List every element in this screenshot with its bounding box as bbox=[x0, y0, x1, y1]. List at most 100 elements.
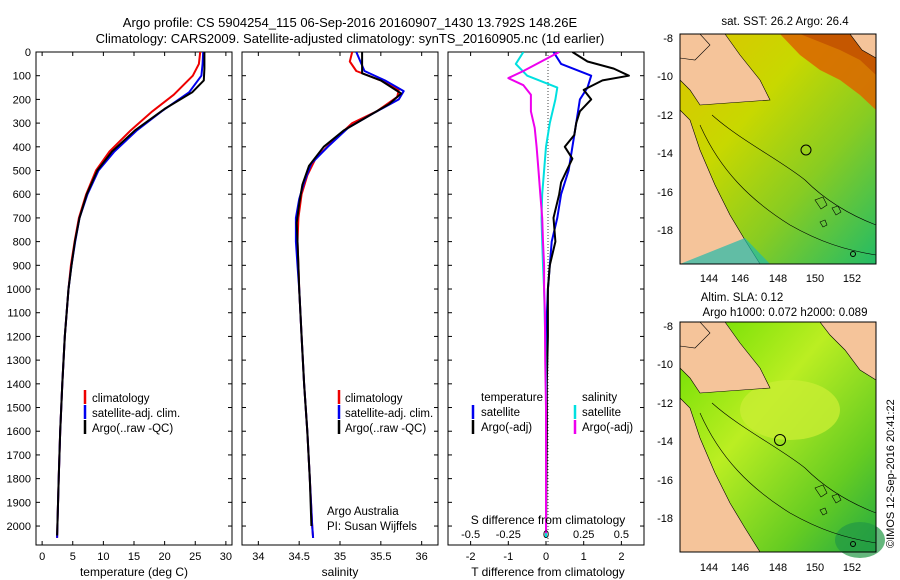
temperature-lines bbox=[56, 52, 206, 538]
svg-text:-12: -12 bbox=[657, 110, 673, 122]
x-tick-label: 20 bbox=[159, 551, 171, 563]
x-tick-label: 36 bbox=[416, 551, 428, 563]
difference-legend: temperature satellite Argo(-adj) salinit… bbox=[471, 392, 633, 434]
depth-tick-label: 1900 bbox=[7, 497, 31, 509]
sla-argo-location bbox=[774, 434, 786, 446]
depth-tick-label: 1800 bbox=[7, 474, 31, 486]
svg-text:-16: -16 bbox=[657, 187, 673, 199]
s-tick-label: -0.25 bbox=[496, 529, 521, 541]
x-tick-label: 2 bbox=[618, 551, 624, 563]
salinity-lines bbox=[294, 52, 405, 538]
s-tick-label: 0.5 bbox=[614, 529, 629, 541]
s-difference-label: S difference from climatology bbox=[471, 513, 626, 527]
svg-text:148: 148 bbox=[769, 273, 787, 285]
temperature-legend: climatology satellite-adj. clim. Argo(..… bbox=[83, 390, 180, 435]
x-tick-label: -1 bbox=[503, 551, 513, 563]
depth-tick-label: 300 bbox=[13, 118, 31, 130]
depth-tick-label: 800 bbox=[13, 237, 31, 249]
series-s-argo-adj- bbox=[507, 52, 560, 534]
depth-tick-label: 2000 bbox=[7, 521, 31, 533]
sst-map-axes: -8 -10 -12 -14 -16 -18 144 146 148 150 1… bbox=[657, 33, 861, 285]
legend-satellite: satellite-adj. clim. bbox=[345, 408, 433, 420]
depth-tick-label: 1400 bbox=[7, 379, 31, 391]
s-difference-x-axis: -0.5 -0.25 0 0.25 0.5 bbox=[461, 529, 629, 541]
legend-argo: Argo(..raw -QC) bbox=[345, 423, 426, 435]
depth-tick-label: 500 bbox=[13, 166, 31, 178]
annotation-argo-australia: Argo Australia bbox=[327, 506, 399, 518]
depth-tick-label: 900 bbox=[13, 260, 31, 272]
svg-text:146: 146 bbox=[731, 273, 749, 285]
legend-s-satellite: satellite bbox=[582, 407, 621, 419]
svg-text:150: 150 bbox=[806, 562, 824, 574]
depth-tick-label: 1100 bbox=[7, 308, 31, 320]
sst-map-title: sat. SST: 26.2 Argo: 26.4 bbox=[721, 16, 849, 28]
salinity-panel bbox=[241, 51, 439, 546]
x-tick-label: 15 bbox=[128, 551, 140, 563]
header-line-2: Climatology: CARS2009. Satellite-adjuste… bbox=[96, 31, 605, 46]
svg-text:144: 144 bbox=[700, 562, 718, 574]
depth-tick-label: 0 bbox=[25, 47, 31, 59]
x-tick-label: 0 bbox=[39, 551, 45, 563]
x-tick-label: 34.5 bbox=[288, 551, 309, 563]
header-line-1: Argo profile: CS 5904254_115 06-Sep-2016… bbox=[123, 15, 578, 30]
t-difference-xlabel: T difference from climatology bbox=[471, 565, 625, 579]
svg-text:152: 152 bbox=[843, 273, 861, 285]
svg-text:152: 152 bbox=[843, 562, 861, 574]
sla-map-subtitle: Argo h1000: 0.072 h2000: 0.089 bbox=[703, 307, 868, 319]
sla-map-axes: -8 -10 -12 -14 -16 -18 144 146 148 150 1… bbox=[657, 321, 861, 574]
svg-text:-8: -8 bbox=[663, 33, 673, 45]
annotation-pi: PI: Susan Wijffels bbox=[327, 521, 417, 533]
series-argo-raw-qc- bbox=[295, 52, 403, 527]
series-argo-raw-qc- bbox=[56, 52, 206, 536]
depth-tick-label: 1600 bbox=[7, 426, 31, 438]
depth-tick-label: 1500 bbox=[7, 403, 31, 415]
legend-climatology: climatology bbox=[92, 393, 150, 405]
s-tick-label: -0.5 bbox=[461, 529, 480, 541]
legend-s-argo: Argo(-adj) bbox=[582, 422, 633, 434]
sst-argo-location bbox=[800, 144, 812, 156]
depth-tick-label: 1000 bbox=[7, 284, 31, 296]
legend-temperature: temperature bbox=[481, 392, 543, 404]
sla-map-title: Altim. SLA: 0.12 bbox=[701, 292, 783, 304]
salinity-x-axis: 34 34.5 35 35.5 36 bbox=[252, 52, 428, 563]
svg-text:148: 148 bbox=[769, 562, 787, 574]
svg-text:-14: -14 bbox=[657, 148, 673, 160]
svg-text:-10: -10 bbox=[657, 71, 673, 83]
t-difference-x-axis: -2 -1 0 1 2 bbox=[466, 52, 624, 563]
depth-tick-label: 1700 bbox=[7, 450, 31, 462]
depth-tick-label: 1300 bbox=[7, 355, 31, 367]
depth-tick-label: 100 bbox=[13, 71, 31, 83]
svg-text:-12: -12 bbox=[657, 398, 673, 410]
x-tick-label: 25 bbox=[189, 551, 201, 563]
legend-satellite: satellite-adj. clim. bbox=[92, 408, 180, 420]
depth-tick-label: 400 bbox=[13, 142, 31, 154]
x-tick-label: 10 bbox=[97, 551, 109, 563]
depth-tick-label: 600 bbox=[13, 189, 31, 201]
salinity-xlabel: salinity bbox=[322, 565, 359, 579]
legend-salinity: salinity bbox=[582, 392, 617, 404]
depth-tick-label: 700 bbox=[13, 213, 31, 225]
s-tick-label: 0.25 bbox=[573, 529, 594, 541]
imos-credit: ©IMOS 12-Sep-2016 20:41:22 bbox=[885, 399, 897, 548]
x-tick-label: -2 bbox=[466, 551, 476, 563]
temperature-x-axis: 0 5 10 15 20 25 30 bbox=[39, 52, 232, 563]
svg-text:144: 144 bbox=[700, 273, 718, 285]
svg-text:-14: -14 bbox=[657, 436, 673, 448]
sst-map bbox=[679, 33, 877, 265]
legend-t-satellite: satellite bbox=[481, 407, 520, 419]
sla-map bbox=[679, 321, 885, 558]
svg-text:-18: -18 bbox=[657, 225, 673, 237]
x-tick-label: 1 bbox=[581, 551, 587, 563]
depth-tick-label: 1200 bbox=[7, 331, 31, 343]
x-tick-label: 34 bbox=[252, 551, 264, 563]
svg-text:146: 146 bbox=[731, 562, 749, 574]
svg-text:-16: -16 bbox=[657, 475, 673, 487]
x-tick-label: 35 bbox=[334, 551, 346, 563]
x-tick-label: 35.5 bbox=[370, 551, 391, 563]
salinity-legend: climatology satellite-adj. clim. Argo(..… bbox=[337, 390, 433, 435]
svg-text:150: 150 bbox=[806, 273, 824, 285]
svg-text:-18: -18 bbox=[657, 513, 673, 525]
temperature-xlabel: temperature (deg C) bbox=[80, 565, 188, 579]
legend-argo: Argo(..raw -QC) bbox=[92, 423, 173, 435]
